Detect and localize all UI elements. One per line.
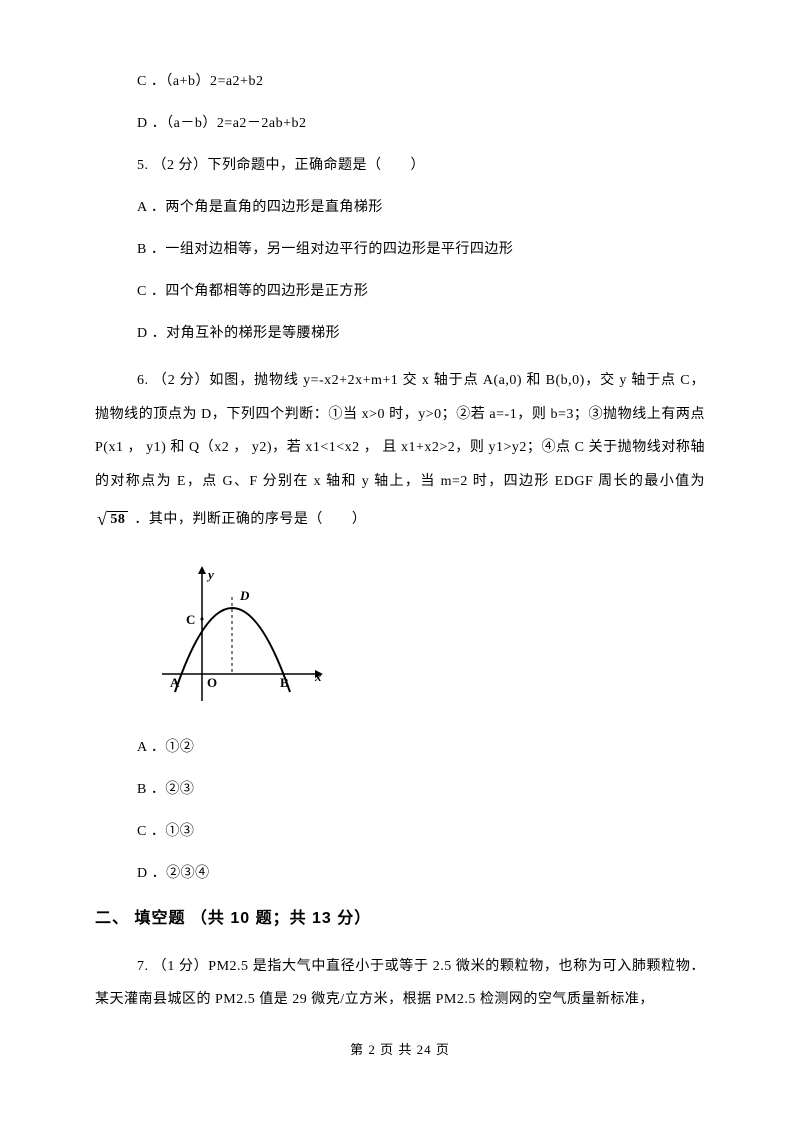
svg-text:B: B <box>280 675 289 690</box>
q5-option-a: A ．两个角是直角的四边形是直角梯形 <box>137 196 705 216</box>
svg-text:A: A <box>170 675 180 690</box>
q6-option-c: C ．①③ <box>137 820 705 840</box>
q6-figure: A O Bx y C D <box>160 564 705 714</box>
q6-stem-text-2: ．其中，判断正确的序号是（ ） <box>130 512 366 527</box>
q6-option-b: B ．②③ <box>137 778 705 798</box>
q7-stem: 7. （1 分）PM2.5 是指大气中直径小于或等于 2.5 微米的颗粒物，也称… <box>95 950 705 1017</box>
svg-text:O: O <box>207 675 217 690</box>
q4-option-d: D ．（a－b）2=a2－2ab+b2 <box>137 112 705 132</box>
q4-option-c: C ．（a+b）2=a2+b2 <box>137 70 705 90</box>
page-container: C ．（a+b）2=a2+b2 D ．（a－b）2=a2－2ab+b2 5. （… <box>0 0 800 1088</box>
svg-text:y: y <box>206 567 214 582</box>
svg-text:C: C <box>186 612 195 627</box>
section-2-heading: 二、 填空题 （共 10 题；共 13 分） <box>95 904 705 928</box>
q7-stem-text: 7. （1 分）PM2.5 是指大气中直径小于或等于 2.5 微米的颗粒物，也称… <box>95 959 705 1008</box>
q5-option-d: D ．对角互补的梯形是等腰梯形 <box>137 322 705 342</box>
sqrt-icon: √58 <box>95 498 130 541</box>
q5-option-c: C ．四个角都相等的四边形是正方形 <box>137 280 705 300</box>
parabola-diagram-icon: A O Bx y C D <box>160 564 325 709</box>
q6-option-d: D ．②③④ <box>137 862 705 882</box>
page-footer: 第 2 页 共 24 页 <box>95 1039 705 1058</box>
q6-stem-text-1: 6. （2 分）如图，抛物线 y=-x2+2x+m+1 交 x 轴于点 A(a,… <box>95 373 705 489</box>
svg-text:D: D <box>239 588 250 603</box>
q5-stem: 5. （2 分）下列命题中，正确命题是（ ） <box>137 154 705 174</box>
q6-stem: 6. （2 分）如图，抛物线 y=-x2+2x+m+1 交 x 轴于点 A(a,… <box>95 364 705 542</box>
q5-option-b: B ．一组对边相等，另一组对边平行的四边形是平行四边形 <box>137 238 705 258</box>
svg-text:x: x <box>314 669 322 684</box>
q6-option-a: A ．①② <box>137 736 705 756</box>
